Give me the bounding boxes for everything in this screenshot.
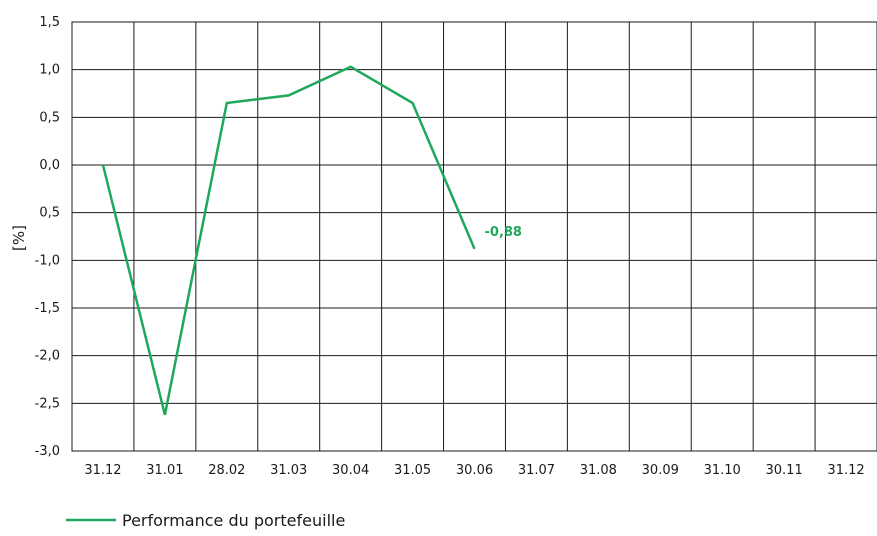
x-tick-label: 31.12 xyxy=(827,463,864,478)
legend-label: Performance du portefeuille xyxy=(122,511,345,530)
x-tick-label: 31.05 xyxy=(394,463,431,478)
x-tick-label: 30.09 xyxy=(642,463,679,478)
y-tick-label: 0,5 xyxy=(39,206,60,221)
y-tick-label: -1,5 xyxy=(35,301,60,316)
plot-frame xyxy=(71,21,877,452)
x-tick-label: 31.08 xyxy=(580,463,617,478)
gridlines xyxy=(72,22,877,451)
y-axis-tick-labels: 1,5 1,0 0,5 0,0 0,5 -1,0 -1,5 -2,0 -2,5 -3,0 xyxy=(35,15,60,459)
x-tick-label: 31.07 xyxy=(518,463,555,478)
x-tick-label: 31.01 xyxy=(146,463,183,478)
legend: Performance du portefeuille xyxy=(66,511,345,530)
y-tick-label: -1,0 xyxy=(35,253,60,268)
y-tick-label: -2,0 xyxy=(35,349,60,364)
series-line xyxy=(101,65,476,416)
y-tick-label: 0,5 xyxy=(39,110,60,125)
x-tick-label: 30.11 xyxy=(766,463,803,478)
x-axis-tick-labels: 31.12 31.01 28.02 31.03 30.04 31.05 30.06 31.07… xyxy=(84,463,864,478)
series-layer xyxy=(101,65,476,416)
x-tick-label: 30.06 xyxy=(456,463,493,478)
y-tick-label: -3,0 xyxy=(35,444,60,459)
y-axis-label: [%] xyxy=(10,225,28,251)
y-tick-label: 1,5 xyxy=(39,15,60,30)
x-tick-label: 31.12 xyxy=(84,463,121,478)
y-tick-label: 1,0 xyxy=(39,63,60,78)
annotation-layer: -0,88 xyxy=(485,225,522,240)
x-tick-label: 31.10 xyxy=(704,463,741,478)
x-tick-label: 30.04 xyxy=(332,463,369,478)
x-tick-label: 28.02 xyxy=(208,463,245,478)
end-value-label: -0,88 xyxy=(485,225,522,240)
y-tick-label: 0,0 xyxy=(39,158,60,173)
x-tick-label: 31.03 xyxy=(270,463,307,478)
y-tick-label: -2,5 xyxy=(35,396,60,411)
